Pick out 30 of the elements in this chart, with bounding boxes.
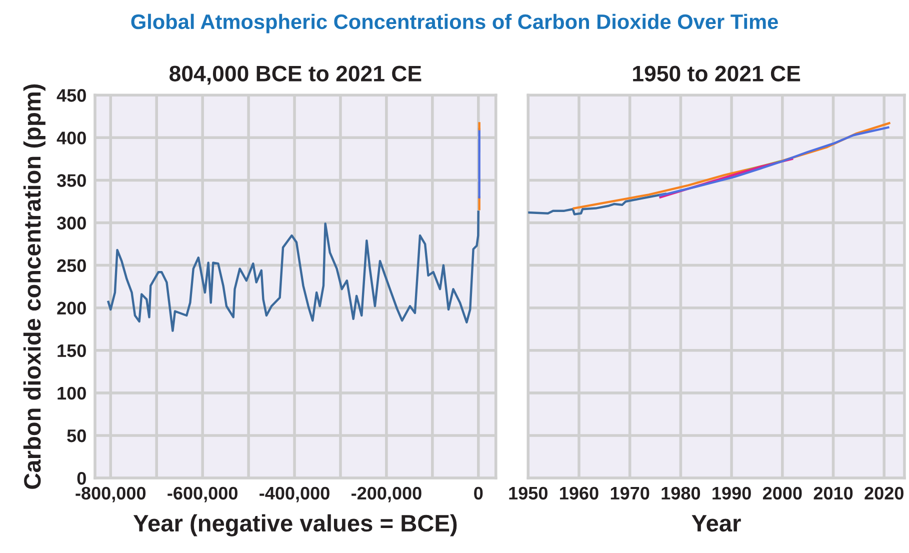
- x-tick-label: -400,000: [260, 486, 330, 502]
- chart-title: 1950 to 2021 CE: [633, 66, 800, 82]
- x-tick-label: 0: [474, 486, 483, 500]
- x-tick-label: 2020: [864, 486, 904, 500]
- x-axis-title: Year: [692, 515, 741, 532]
- chart-subtitle: 804,000 BCE to 2021 CE: [170, 66, 422, 85]
- y-axis-title: Carbon dioxide concentration (ppm): [23, 84, 46, 489]
- x-tick-label: -200,000: [352, 486, 422, 502]
- x-axis-title: Year (negative values = BCE): [133, 514, 457, 536]
- y-tick-label: 100: [58, 386, 86, 400]
- chart-title: Global Atmospheric Concentrations of Carbon Dioxide Over Time: [131, 14, 778, 34]
- y-tick-label: 450: [56, 89, 86, 102]
- x-tick-label: 2010: [814, 486, 853, 500]
- line-series: [107, 210, 480, 332]
- x-tick-label: 1980: [662, 486, 700, 500]
- x-tick-label: 1970: [610, 486, 650, 500]
- x-tick-label: 2000: [762, 486, 802, 500]
- y-tick-label: 400: [56, 132, 86, 144]
- y-tick-label: 200: [57, 302, 86, 315]
- x-tick-label: 1990: [712, 486, 751, 500]
- y-tick-label: 300: [56, 216, 86, 230]
- x-tick-label: -600,000: [168, 486, 238, 502]
- y-tick-label: 150: [58, 344, 86, 358]
- y-tick-label: 50: [67, 429, 86, 442]
- x-tick-label: -800,000: [76, 486, 146, 502]
- y-tick-label: 0: [77, 472, 86, 485]
- y-tick-label: 350: [56, 174, 86, 187]
- x-tick-label: 1950: [509, 486, 548, 500]
- y-tick-label: 250: [57, 259, 86, 272]
- x-tick-label: 1960: [560, 486, 598, 500]
